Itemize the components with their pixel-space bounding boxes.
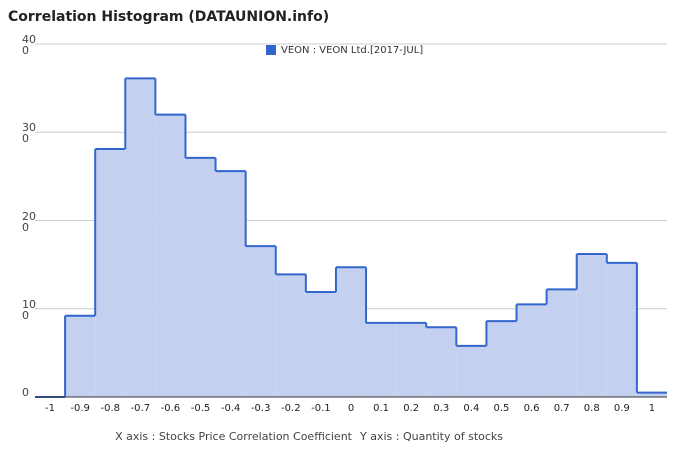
bar	[335, 267, 367, 397]
bar	[185, 157, 216, 397]
x-tick-label: 0.4	[463, 403, 479, 414]
x-tick-label: 0.2	[403, 403, 419, 414]
x-tick-label: -0.9	[70, 403, 90, 414]
x-tick-label: -0.3	[251, 403, 271, 414]
bar	[65, 315, 96, 397]
x-tick-label: -0.4	[221, 403, 241, 414]
bar	[95, 149, 126, 397]
bar	[456, 345, 487, 397]
bar	[606, 262, 637, 397]
bar	[516, 304, 547, 397]
bar	[275, 274, 306, 397]
bar	[215, 171, 246, 397]
x-tick-label: 0.3	[433, 403, 449, 414]
legend-swatch	[266, 45, 276, 55]
x-tick-label: 0.1	[373, 403, 389, 414]
y-tick-label: 200	[22, 209, 36, 234]
x-tick-label: -0.6	[161, 403, 181, 414]
y-axis-label: Y axis : Quantity of stocks	[359, 430, 503, 443]
x-tick-label: -1	[45, 403, 55, 414]
bar	[546, 289, 577, 397]
bar	[125, 78, 156, 397]
y-tick-label: 400	[22, 33, 36, 57]
x-tick-label: 0.8	[584, 403, 600, 414]
x-tick-label: -0.1	[311, 403, 331, 414]
x-tick-label: 0.5	[494, 403, 510, 414]
x-tick-label: 0	[348, 403, 354, 414]
bar	[366, 322, 397, 397]
x-tick-label: 1	[649, 403, 655, 414]
bar	[426, 327, 457, 397]
x-tick-label: -0.2	[281, 403, 301, 414]
bar	[245, 246, 276, 397]
x-tick-label: 0.9	[614, 403, 630, 414]
bar	[636, 392, 667, 397]
bar	[396, 322, 427, 397]
y-tick-label: 0	[22, 386, 29, 399]
y-tick-label: 300	[22, 121, 36, 146]
legend-label: VEON : VEON Ltd.[2017-JUL]	[281, 45, 423, 56]
x-tick-label: 0.6	[524, 403, 540, 414]
x-tick-label: -0.5	[191, 403, 211, 414]
x-tick-label: -0.7	[131, 403, 151, 414]
chart-title: Correlation Histogram (DATAUNION.info)	[8, 9, 329, 25]
bar	[486, 321, 517, 397]
bar	[305, 291, 336, 397]
y-tick-label: 100	[22, 297, 36, 322]
bar	[576, 254, 607, 397]
x-tick-label: 0.7	[554, 403, 570, 414]
x-axis-label: X axis : Stocks Price Correlation Coeffi…	[115, 430, 353, 443]
bar	[155, 114, 186, 397]
x-tick-label: -0.8	[100, 403, 120, 414]
